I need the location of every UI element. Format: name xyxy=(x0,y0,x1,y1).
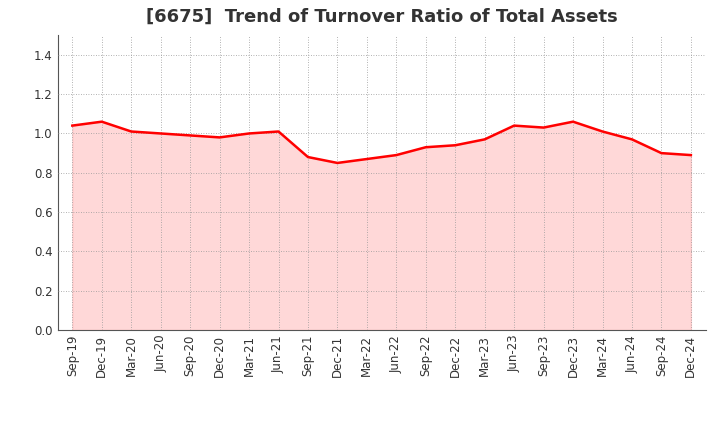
Title: [6675]  Trend of Turnover Ratio of Total Assets: [6675] Trend of Turnover Ratio of Total … xyxy=(145,7,618,26)
